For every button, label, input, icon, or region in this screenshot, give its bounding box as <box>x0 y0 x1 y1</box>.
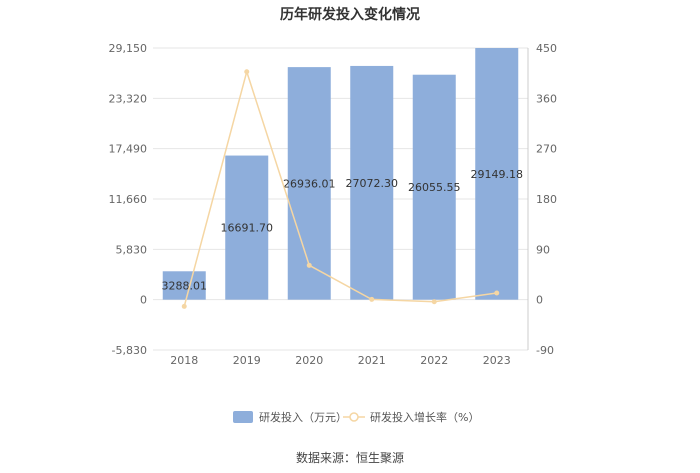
legend-bar-label: 研发投入（万元） <box>259 410 347 424</box>
y-right-tick-label: 450 <box>536 42 557 55</box>
bar <box>162 271 206 300</box>
bar-labels: 3288.01 16691.70 26936.01 27072.30 26055.55 2… <box>162 168 524 293</box>
line-point <box>306 262 312 268</box>
x-tick-label: 2023 <box>483 354 511 367</box>
legend-line-marker <box>349 412 359 422</box>
bar <box>412 74 456 300</box>
chart-title: 历年研发投入变化情况 <box>280 6 420 23</box>
line-point <box>431 299 437 305</box>
source-text: 数据来源：恒生聚源 <box>296 450 404 465</box>
y-left-tick-label: 23,320 <box>109 92 148 105</box>
x-tick-label: 2020 <box>295 354 323 367</box>
y-right-tick-label: 90 <box>536 243 550 256</box>
line-point <box>369 296 375 302</box>
bar-value-label: 27072.30 <box>346 177 399 190</box>
bar <box>287 67 331 300</box>
x-tick-label: 2019 <box>233 354 261 367</box>
x-axis: 2018 2019 2020 2021 2022 2023 <box>170 354 511 367</box>
y-right-tick-label: -90 <box>536 344 554 357</box>
x-tick-label: 2018 <box>170 354 198 367</box>
y-right-tick-label: 270 <box>536 143 557 156</box>
y-right-tick-label: 360 <box>536 92 557 105</box>
line-point <box>494 290 500 296</box>
y-left-tick-label: -5,830 <box>112 344 147 357</box>
growth-line <box>183 69 497 307</box>
y-left-tick-label: 0 <box>140 294 147 307</box>
legend-line-label: 研发投入增长率（%） <box>370 410 479 424</box>
y-left-tick-label: 11,660 <box>109 193 148 206</box>
x-tick-label: 2022 <box>420 354 448 367</box>
bar <box>350 65 394 300</box>
bar-value-label: 29149.18 <box>471 168 524 181</box>
legend-bar-swatch <box>233 411 253 423</box>
y-left-tick-label: 29,150 <box>109 42 148 55</box>
bar-value-label: 3288.01 <box>162 279 208 292</box>
line-point <box>181 303 187 309</box>
line-series <box>181 69 500 309</box>
bar-series <box>162 48 519 300</box>
bar-value-label: 16691.70 <box>221 222 274 235</box>
bar-value-label: 26936.01 <box>283 177 336 190</box>
right-axis: -90 0 90 180 270 360 450 <box>527 42 557 357</box>
y-left-tick-label: 17,490 <box>109 143 148 156</box>
bar-value-label: 26055.55 <box>408 181 461 194</box>
grid <box>153 47 528 351</box>
y-right-tick-label: 0 <box>536 294 543 307</box>
line-point <box>244 69 250 75</box>
y-left-tick-label: 5,830 <box>116 243 148 256</box>
legend: 研发投入（万元） 研发投入增长率（%） <box>233 410 479 424</box>
left-axis: -5,830 0 5,830 11,660 17,490 23,320 29,150 <box>109 42 148 357</box>
bar <box>475 48 519 300</box>
y-right-tick-label: 180 <box>536 193 557 206</box>
bar <box>225 155 269 300</box>
x-tick-label: 2021 <box>358 354 386 367</box>
